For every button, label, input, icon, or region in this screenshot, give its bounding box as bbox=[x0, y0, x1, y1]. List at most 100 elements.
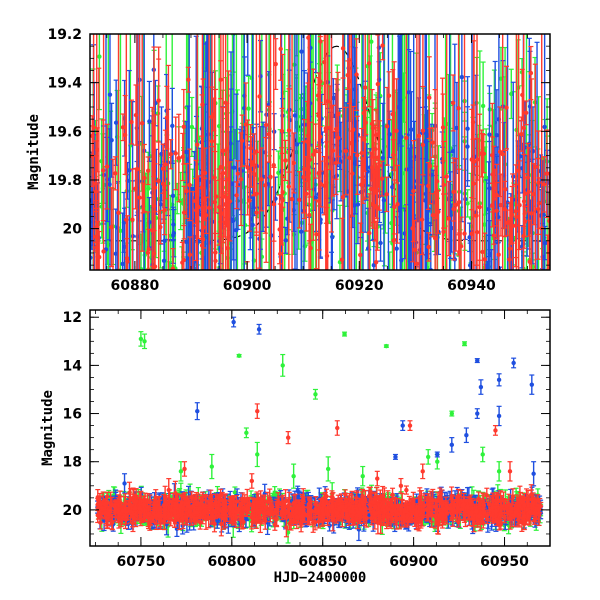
top-red-point bbox=[444, 363, 448, 367]
top-red-point bbox=[519, 131, 524, 137]
top-red-point bbox=[333, 126, 339, 132]
top-red-point bbox=[426, 244, 431, 250]
top-red-point bbox=[535, 206, 541, 212]
top-green-point bbox=[167, 302, 171, 306]
top-blue-point bbox=[299, 229, 304, 234]
top-blue-point bbox=[329, 295, 333, 299]
top-red-point bbox=[441, 182, 446, 187]
top-blue-point bbox=[423, 191, 428, 197]
top-red-point bbox=[213, 258, 218, 264]
top-panel-frame bbox=[89, 33, 551, 271]
top-red-point bbox=[370, 125, 376, 131]
top-red-point bbox=[223, 202, 228, 207]
top-blue-point bbox=[184, 149, 189, 155]
top-red-point bbox=[430, 140, 435, 145]
top-red-point bbox=[280, 189, 285, 195]
top-red-point bbox=[412, 247, 417, 253]
top-red-point bbox=[347, 155, 352, 161]
top-blue-point bbox=[171, 222, 176, 227]
top-red-point bbox=[440, 273, 444, 277]
top-blue-point bbox=[184, 239, 189, 244]
top-red-point bbox=[318, 79, 323, 84]
top-red-point bbox=[373, 132, 379, 138]
top-blue-point bbox=[424, 252, 429, 258]
top-blue-point bbox=[352, 203, 357, 208]
top-red-point bbox=[186, 77, 191, 82]
top-blue-point bbox=[113, 120, 119, 125]
top-blue-point bbox=[407, 259, 413, 264]
top-red-point bbox=[475, 157, 480, 162]
top-red-point bbox=[257, 94, 262, 99]
top-red-point bbox=[283, 158, 288, 163]
top-red-point bbox=[193, 198, 198, 204]
bottom-panel-data bbox=[95, 316, 544, 544]
top-red-point bbox=[504, 105, 509, 110]
top-red-point bbox=[113, 171, 118, 176]
top-panel-y-tick-label: 19.4 bbox=[47, 76, 82, 92]
top-green-point bbox=[97, 54, 102, 59]
top-red-point bbox=[333, 160, 339, 166]
top-blue-point bbox=[88, 295, 92, 299]
top-red-point bbox=[494, 208, 499, 213]
top-blue-point bbox=[91, 277, 95, 281]
top-red-point bbox=[430, 213, 436, 218]
top-red-point bbox=[297, 197, 302, 203]
top-red-point bbox=[301, 175, 306, 180]
top-red-point bbox=[480, 249, 485, 255]
top-red-point bbox=[173, 151, 178, 156]
top-blue-point bbox=[294, 142, 300, 147]
top-red-point bbox=[124, 217, 129, 222]
top-green-point bbox=[104, 322, 108, 326]
top-blue-point bbox=[399, 134, 404, 140]
top-red-point bbox=[120, 125, 126, 130]
top-red-point bbox=[306, 35, 311, 40]
top-red-point bbox=[513, 209, 519, 214]
top-green-point bbox=[388, 298, 392, 302]
top-red-point bbox=[490, 153, 495, 158]
top-red-point bbox=[503, 186, 508, 192]
top-red-point bbox=[496, 252, 501, 257]
top-blue-point bbox=[397, 87, 402, 93]
top-blue-point bbox=[487, 132, 492, 137]
top-blue-point bbox=[509, 272, 513, 276]
top-red-point bbox=[469, 157, 474, 162]
top-red-point bbox=[160, 166, 166, 171]
top-red-point bbox=[304, 191, 309, 197]
top-red-point bbox=[505, 220, 510, 225]
top-red-point bbox=[340, 46, 346, 51]
top-red-point bbox=[362, 137, 367, 142]
top-green-point bbox=[465, 201, 470, 206]
top-green-point bbox=[333, 10, 337, 14]
top-red-point bbox=[469, 231, 474, 237]
top-red-point bbox=[164, 115, 170, 120]
top-red-point bbox=[101, 249, 106, 254]
top-red-point bbox=[462, 231, 467, 236]
top-blue-point bbox=[189, 280, 193, 284]
top-red-point bbox=[278, 46, 283, 52]
top-red-point bbox=[219, 211, 224, 216]
top-red-point bbox=[517, 202, 522, 208]
top-blue-point bbox=[390, 184, 395, 190]
top-blue-point bbox=[158, 202, 164, 207]
top-red-point bbox=[168, 152, 173, 157]
top-red-point bbox=[271, 163, 276, 168]
top-red-point bbox=[263, 122, 269, 128]
top-blue-point bbox=[371, 263, 377, 268]
top-blue-point bbox=[107, 92, 113, 97]
top-blue-point bbox=[407, 28, 411, 32]
top-red-point bbox=[137, 195, 142, 200]
top-red-point bbox=[163, 162, 168, 167]
top-green-point bbox=[178, 326, 182, 330]
top-red-point bbox=[411, 188, 416, 194]
top-blue-point bbox=[228, 141, 233, 146]
top-red-point bbox=[419, 217, 425, 222]
top-red-point bbox=[354, 72, 359, 77]
top-blue-point bbox=[170, 123, 175, 129]
top-blue-point bbox=[283, 238, 288, 243]
top-blue-point bbox=[231, 165, 237, 170]
top-blue-point bbox=[380, 155, 386, 161]
top-green-point bbox=[421, 288, 425, 292]
top-red-point bbox=[146, 247, 151, 252]
top-red-point bbox=[314, 232, 319, 237]
